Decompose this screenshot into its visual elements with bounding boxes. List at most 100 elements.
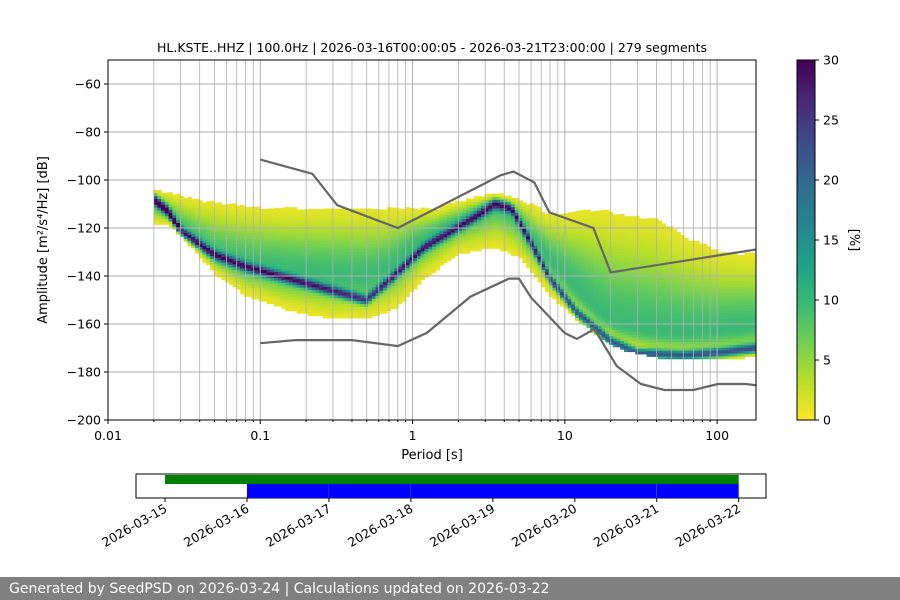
psd-density-cell xyxy=(198,255,204,259)
psd-density-cell xyxy=(480,208,486,212)
psd-density-cell xyxy=(405,273,411,277)
psd-density-cell xyxy=(398,237,403,241)
psd-density-cell xyxy=(285,267,290,271)
psd-density-cell xyxy=(642,224,648,228)
psd-density-cell xyxy=(623,285,629,289)
psd-density-cell xyxy=(676,257,682,262)
psd-density-cell xyxy=(322,243,328,247)
psd-density-cell xyxy=(514,235,520,239)
psd-density-cell xyxy=(522,231,527,235)
psd-density-cell xyxy=(533,251,539,255)
psd-density-cell xyxy=(601,290,606,295)
psd-density-cell xyxy=(593,265,599,270)
psd-density-cell xyxy=(262,292,268,296)
psd-density-cell xyxy=(559,222,565,226)
psd-density-cell xyxy=(548,230,554,234)
psd-density-cell xyxy=(379,215,384,219)
psd-density-cell xyxy=(292,273,298,277)
psd-density-cell xyxy=(383,238,388,242)
psd-density-cell xyxy=(353,283,358,287)
psd-density-cell xyxy=(714,353,719,357)
psd-density-cell xyxy=(202,233,207,238)
psd-density-cell xyxy=(311,234,316,239)
psd-density-cell xyxy=(255,252,260,257)
psd-density-cell xyxy=(247,247,252,251)
psd-density-cell xyxy=(631,233,636,237)
psd-density-cell xyxy=(718,263,723,268)
psd-density-cell xyxy=(289,281,294,286)
psd-density-cell xyxy=(605,229,610,234)
psd-density-cell xyxy=(334,260,339,264)
psd-density-cell xyxy=(616,343,621,348)
psd-density-cell xyxy=(537,230,542,234)
psd-density-cell xyxy=(575,262,580,267)
psd-density-cell xyxy=(590,240,595,244)
psd-density-cell xyxy=(375,249,380,253)
psd-density-cell xyxy=(503,213,508,217)
psd-density-cell xyxy=(642,238,648,243)
psd-density-cell xyxy=(183,221,189,225)
psd-density-cell xyxy=(522,259,527,264)
psd-density-cell xyxy=(597,291,602,295)
psd-density-cell xyxy=(537,264,542,269)
psd-density-cell xyxy=(529,266,535,271)
psd-density-cell xyxy=(337,271,343,276)
psd-density-cell xyxy=(307,301,313,305)
psd-density-cell xyxy=(390,279,396,283)
psd-density-cell xyxy=(627,233,633,237)
psd-density-cell xyxy=(661,269,666,273)
psd-density-cell xyxy=(277,242,283,247)
psd-density-cell xyxy=(522,213,527,218)
psd-density-cell xyxy=(240,265,245,269)
psd-density-cell xyxy=(360,228,365,233)
psd-density-cell xyxy=(217,254,222,258)
psd-density-cell xyxy=(593,285,599,290)
psd-density-cell xyxy=(450,209,456,213)
psd-density-cell xyxy=(661,327,666,331)
psd-density-cell xyxy=(526,253,531,257)
psd-density-cell xyxy=(311,243,316,247)
psd-density-cell xyxy=(432,211,437,216)
psd-density-cell xyxy=(676,315,682,319)
psd-density-cell xyxy=(631,325,636,330)
psd-density-cell xyxy=(710,263,715,268)
psd-density-cell xyxy=(642,348,648,352)
psd-density-cell xyxy=(714,324,719,328)
psd-density-cell xyxy=(319,306,324,311)
psd-density-cell xyxy=(684,304,689,308)
psd-density-cell xyxy=(563,253,569,258)
psd-density-cell xyxy=(416,281,422,285)
psd-density-cell xyxy=(714,332,719,337)
psd-density-cell xyxy=(356,260,362,264)
psd-density-cell xyxy=(311,209,316,213)
psd-density-cell xyxy=(345,245,350,250)
psd-density-cell xyxy=(262,281,268,285)
psd-density-cell xyxy=(639,281,644,286)
psd-density-cell xyxy=(191,227,196,232)
psd-density-cell xyxy=(676,321,682,325)
psd-density-cell xyxy=(612,240,618,244)
psd-density-cell xyxy=(315,272,320,276)
psd-density-cell xyxy=(703,257,708,262)
psd-density-cell xyxy=(450,229,456,233)
psd-density-cell xyxy=(657,324,663,328)
psd-density-cell xyxy=(337,297,343,302)
psd-density-cell xyxy=(273,300,279,304)
psd-density-cell xyxy=(266,240,271,244)
psd-density-cell xyxy=(349,248,354,253)
psd-density-cell xyxy=(695,315,700,319)
psd-density-cell xyxy=(401,252,407,256)
psd-density-cell xyxy=(255,293,260,297)
psd-density-cell xyxy=(432,217,437,222)
psd-density-cell xyxy=(458,238,463,243)
psd-density-cell xyxy=(183,215,189,219)
psd-density-cell xyxy=(593,216,599,221)
psd-density-cell xyxy=(462,224,467,228)
psd-density-cell xyxy=(353,263,358,267)
psd-density-cell xyxy=(281,230,286,235)
psd-density-cell xyxy=(202,245,207,249)
psd-density-cell xyxy=(650,235,655,239)
psd-density-cell xyxy=(477,213,482,217)
psd-density-cell xyxy=(368,260,373,264)
psd-density-cell xyxy=(368,214,373,218)
